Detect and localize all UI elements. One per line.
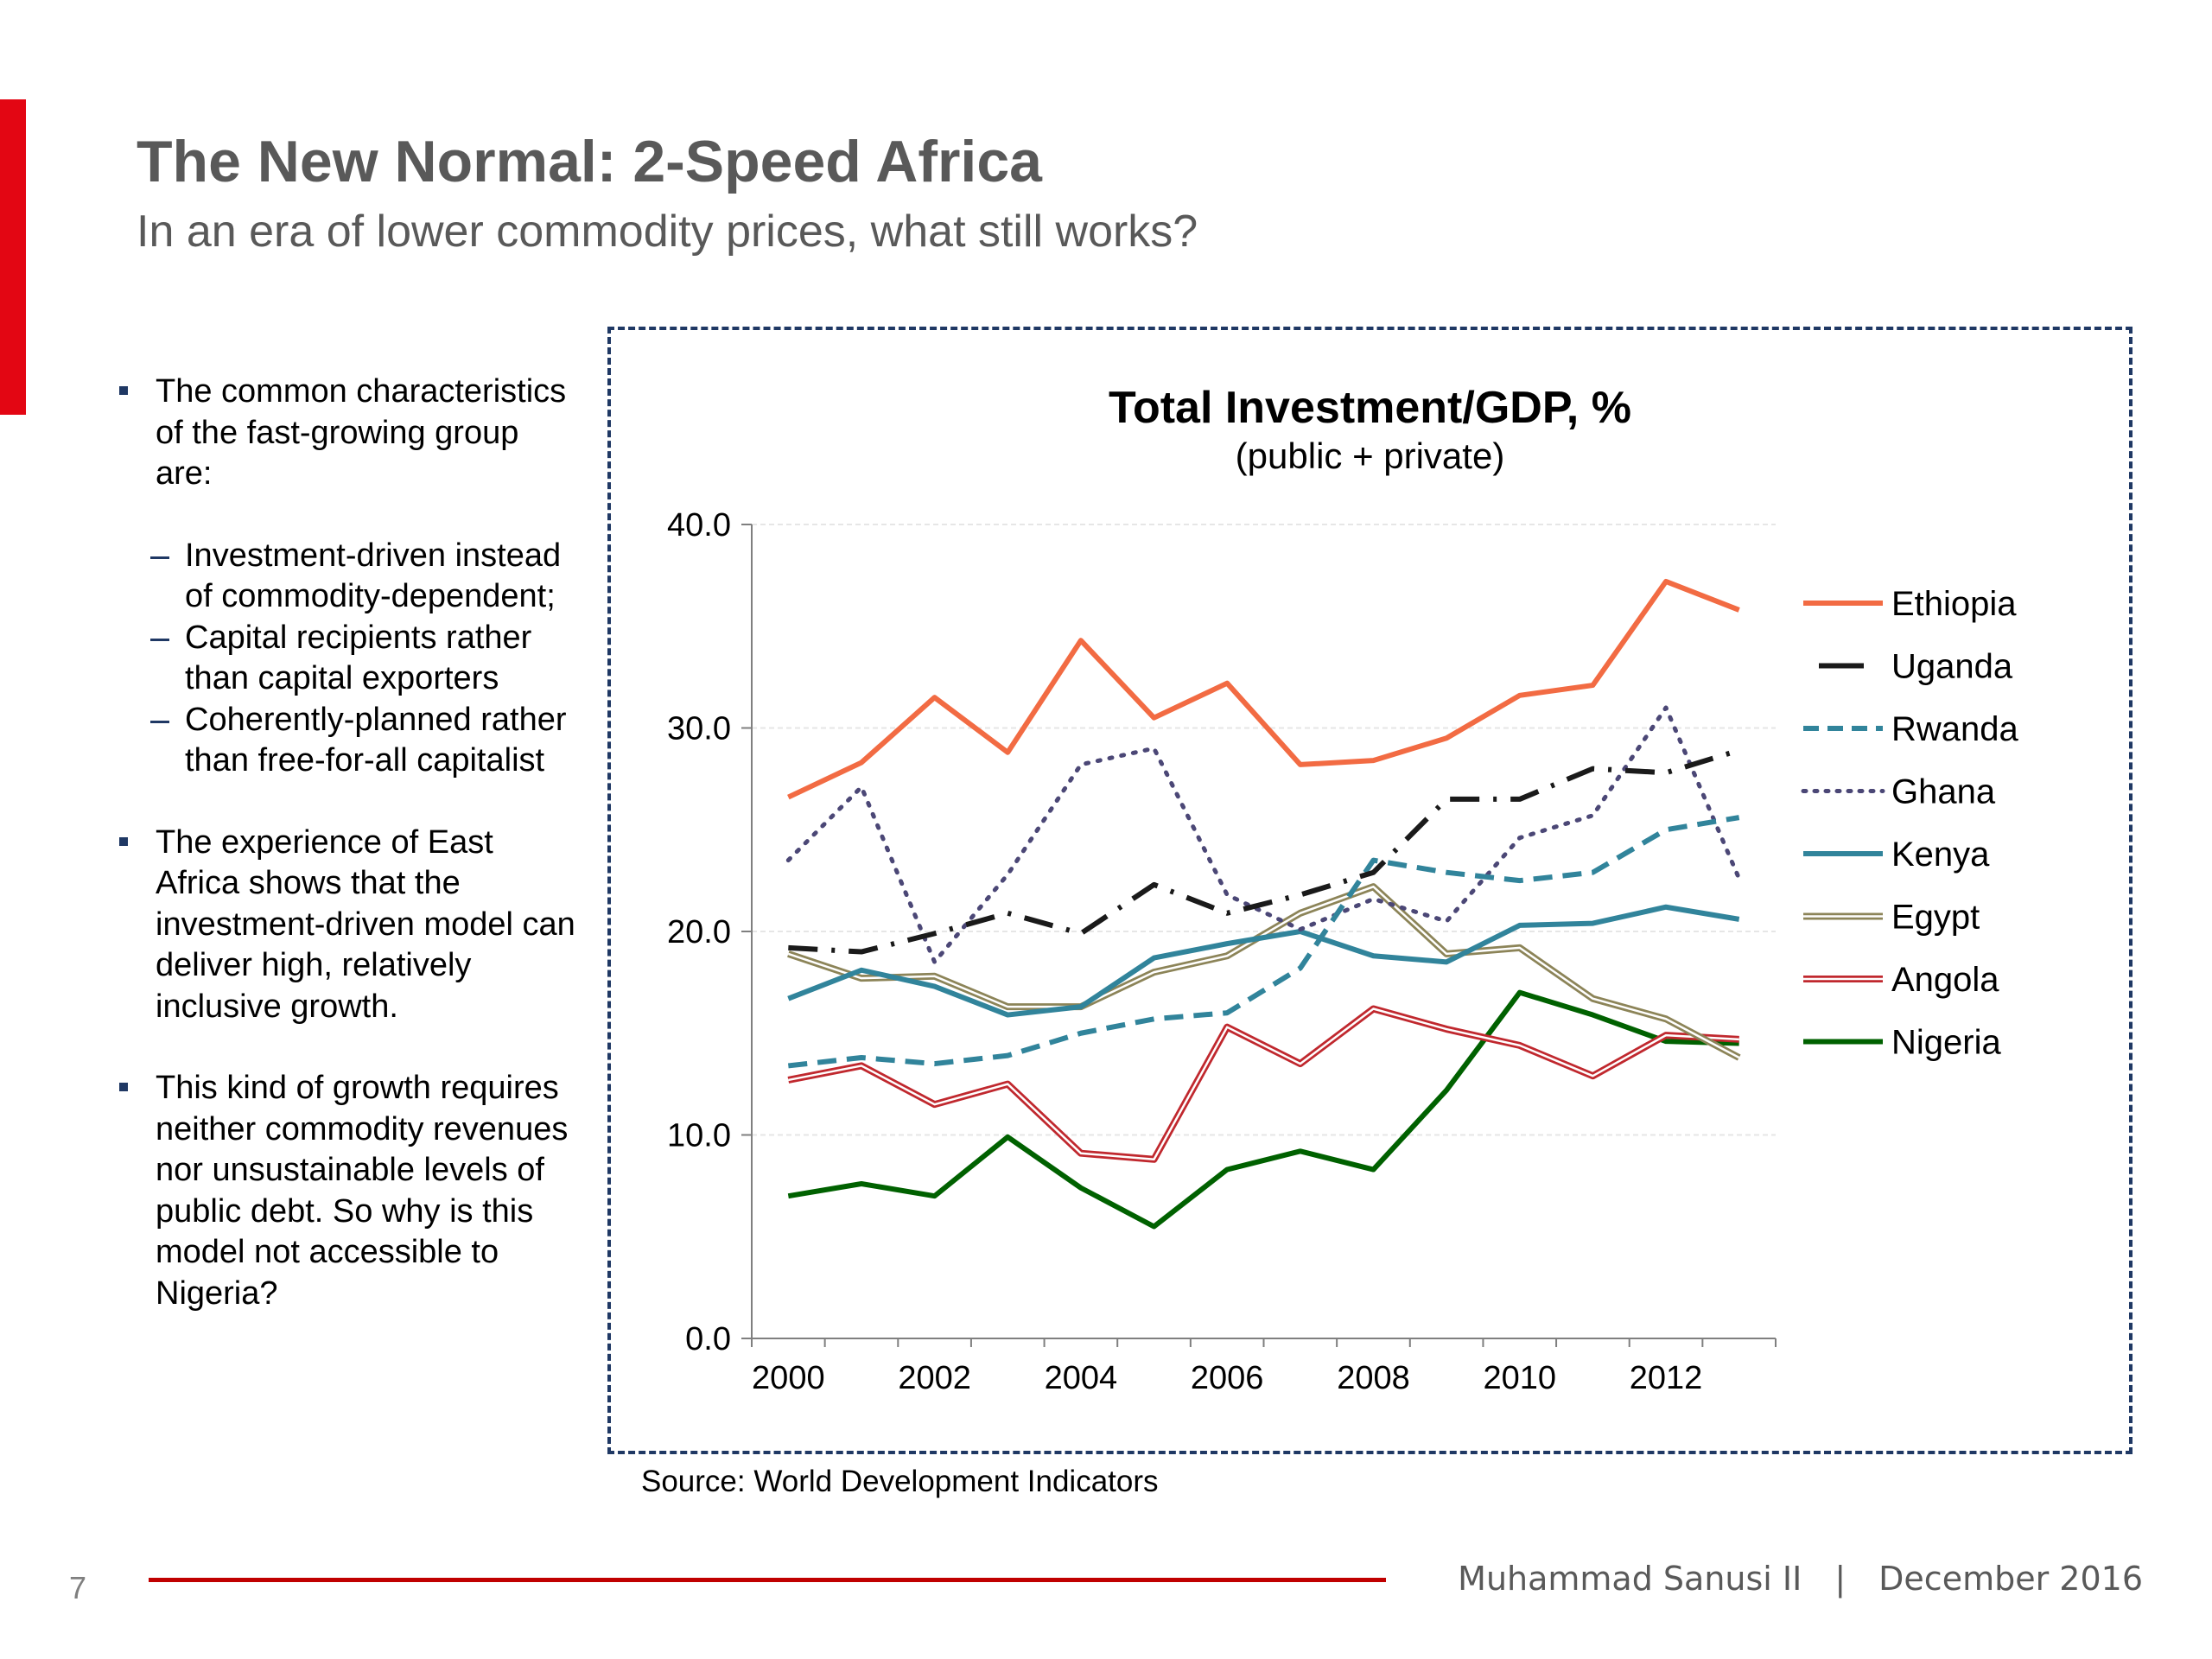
y-tick-label: 0.0 — [685, 1321, 731, 1357]
footer-separator: | — [1834, 1560, 1847, 1598]
legend-label-egypt: Egypt — [1891, 899, 1980, 937]
legend-label-ghana: Ghana — [1891, 773, 1996, 811]
legend-label-ethiopia: Ethiopia — [1891, 585, 2017, 623]
y-tick-label: 40.0 — [667, 507, 731, 543]
series-line-nigeria — [787, 989, 1739, 1230]
x-tick-label: 2008 — [1337, 1360, 1410, 1396]
series-line-rwanda — [787, 815, 1740, 1069]
footer-divider — [149, 1578, 1386, 1582]
y-tick-label: 20.0 — [667, 914, 731, 950]
characteristics-list: Investment-driven instead of commodity-d… — [112, 536, 579, 782]
x-tick-label: 2010 — [1483, 1360, 1556, 1396]
series-line-inner-angola — [788, 1007, 1739, 1161]
accent-bar — [0, 99, 26, 415]
sub-bullet-planning: Coherently-planned rather than free-for-… — [112, 700, 579, 782]
series-line-egypt — [787, 883, 1741, 1061]
sub-bullet-capital: Capital recipients rather than capital e… — [112, 618, 579, 700]
left-text-panel: The common characteristics of the fast-g… — [112, 372, 579, 1314]
chart-source: Source: World Development Indicators — [641, 1465, 1159, 1498]
x-tick-label: 2000 — [752, 1360, 825, 1396]
x-tick-label: 2012 — [1630, 1360, 1703, 1396]
bullet-characteristics: The common characteristics of the fast-g… — [112, 372, 579, 495]
series-line-ethiopia — [787, 578, 1740, 800]
y-tick-label: 10.0 — [667, 1118, 731, 1154]
page-number: 7 — [69, 1570, 87, 1605]
legend-label-angola: Angola — [1891, 961, 1999, 999]
slide-subtitle: In an era of lower commodity prices, wha… — [137, 207, 1198, 257]
bullet-east-africa: The experience of East Africa shows that… — [112, 823, 579, 1028]
series-line-angola — [787, 1005, 1739, 1163]
x-tick-label: 2006 — [1191, 1360, 1264, 1396]
series-line-kenya — [787, 904, 1740, 1018]
chart-title: Total Investment/GDP, % — [1109, 383, 1631, 433]
x-tick-label: 2004 — [1045, 1360, 1118, 1396]
sub-bullet-investment: Investment-driven instead of commodity-d… — [112, 536, 579, 618]
x-tick-label: 2002 — [898, 1360, 971, 1396]
chart-subtitle: (public + private) — [1235, 435, 1505, 476]
legend-label-nigeria: Nigeria — [1891, 1024, 2001, 1062]
slide-title: The New Normal: 2-Speed Africa — [137, 129, 1042, 194]
footer-author: Muhammad Sanusi II — [1458, 1560, 1802, 1598]
series-line-ghana — [785, 705, 1742, 964]
legend-label-uganda: Uganda — [1891, 648, 2013, 686]
series-line-uganda — [788, 747, 1740, 955]
y-tick-label: 30.0 — [667, 711, 731, 747]
legend-label-kenya: Kenya — [1891, 836, 1990, 874]
bullet-nigeria-question: This kind of growth requires neither com… — [112, 1068, 579, 1314]
footer-date: December 2016 — [1878, 1560, 2143, 1598]
investment-line-chart: 0.0 10.0 20.0 30.0 40.0 2000 2002 2004 2006 2008 2… — [667, 507, 2019, 1396]
legend-label-rwanda: Rwanda — [1891, 710, 2019, 748]
footer-credit: Muhammad Sanusi II | December 2016 — [1458, 1560, 2143, 1598]
series-line-inner-egypt — [787, 885, 1740, 1059]
chart-frame: Total Investment/GDP, % (public + privat… — [607, 327, 2133, 1454]
